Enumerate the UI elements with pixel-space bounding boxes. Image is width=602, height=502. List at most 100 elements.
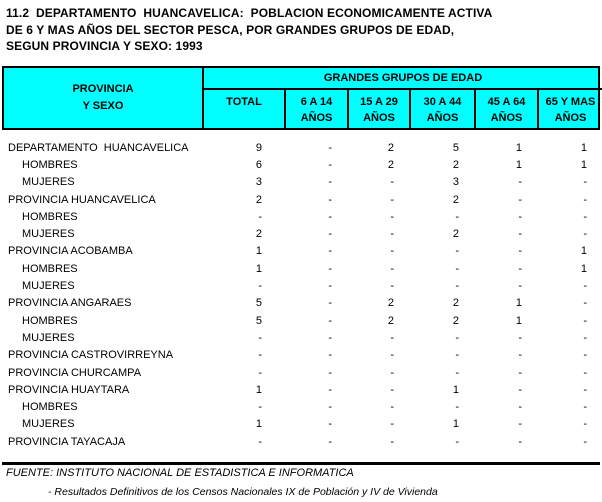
cell-15-29: -: [390, 401, 394, 414]
cell-6-14: -: [328, 331, 332, 344]
cell-6-14: -: [328, 228, 332, 241]
row-label: PROVINCIA CASTROVIRREYNA: [8, 349, 174, 362]
cell-15-29: -: [390, 435, 394, 448]
cell-45-64: -: [518, 193, 522, 206]
cell-6-14: -: [328, 210, 332, 223]
cell-30-44: -: [455, 262, 459, 275]
cell-30-44: 1: [452, 418, 459, 431]
cell-total: -: [258, 401, 262, 414]
source-line-1: FUENTE: INSTITUTO NACIONAL DE ESTADISTIC…: [6, 467, 354, 479]
statistics-table: PROVINCIA Y SEXO GRANDES GRUPOS DE EDAD …: [2, 66, 602, 466]
cell-total: -: [258, 349, 262, 362]
cell-65-mas: -: [583, 228, 587, 241]
cell-15-29: -: [390, 280, 394, 293]
table-row: PROVINCIA CASTROVIRREYNA - - - - - -: [2, 347, 600, 364]
cell-15-29: -: [390, 418, 394, 431]
cell-65-mas: -: [583, 349, 587, 362]
header-col-45-64: 45 A 64 AÑOS: [474, 90, 537, 128]
cell-total: 5: [255, 314, 262, 327]
table-header: PROVINCIA Y SEXO GRANDES GRUPOS DE EDAD …: [2, 66, 602, 130]
table-row: PROVINCIA HUANCAVELICA 2 - - 2 - -: [2, 191, 600, 208]
row-label: HOMBRES: [22, 158, 78, 171]
cell-6-14: -: [328, 297, 332, 310]
cell-15-29: 2: [387, 314, 394, 327]
cell-total: -: [258, 331, 262, 344]
row-label: HOMBRES: [22, 314, 78, 327]
cell-total: -: [258, 280, 262, 293]
cell-15-29: -: [390, 262, 394, 275]
row-label: HOMBRES: [22, 262, 78, 275]
cell-45-64: -: [518, 210, 522, 223]
table-row: MUJERES 2 - - 2 - -: [2, 225, 600, 242]
table-row: HOMBRES 6 - 2 2 1 1: [2, 156, 600, 173]
cell-6-14: -: [328, 141, 332, 154]
source-note: FUENTE: INSTITUTO NACIONAL DE ESTADISTIC…: [6, 467, 596, 498]
cell-30-44: 3: [452, 176, 459, 189]
title-line-3: SEGUN PROVINCIA Y SEXO: 1993: [6, 39, 203, 53]
cell-30-44: -: [455, 331, 459, 344]
cell-65-mas: -: [583, 383, 587, 396]
cell-45-64: 1: [515, 314, 522, 327]
cell-total: 1: [255, 262, 262, 275]
title-line-2: DE 6 Y MAS AÑOS DEL SECTOR PESCA, POR GR…: [6, 22, 455, 37]
cell-6-14: -: [328, 245, 332, 258]
row-label: PROVINCIA HUANCAVELICA: [8, 193, 156, 206]
table-row: PROVINCIA CHURCAMPA - - - - - -: [2, 364, 600, 381]
cell-6-14: -: [328, 418, 332, 431]
cell-45-64: 1: [515, 158, 522, 171]
cell-30-44: 5: [452, 141, 459, 154]
row-label: MUJERES: [22, 331, 75, 344]
cell-65-mas: 1: [580, 141, 587, 154]
table-row: PROVINCIA HUAYTARA 1 - - 1 - -: [2, 381, 600, 398]
row-label: PROVINCIA ACOBAMBA: [8, 245, 133, 258]
cell-total: 6: [255, 158, 262, 171]
cell-6-14: -: [328, 366, 332, 379]
cell-65-mas: 1: [580, 245, 587, 258]
cell-total: 1: [255, 383, 262, 396]
header-y-sexo: Y SEXO: [82, 100, 124, 112]
cell-45-64: -: [518, 280, 522, 293]
cell-6-14: -: [328, 401, 332, 414]
cell-65-mas: -: [583, 280, 587, 293]
cell-30-44: -: [455, 401, 459, 414]
cell-total: -: [258, 210, 262, 223]
cell-45-64: -: [518, 349, 522, 362]
table-row: DEPARTAMENTO HUANCAVELICA 9 - 2 5 1 1: [2, 139, 600, 156]
cell-15-29: -: [390, 210, 394, 223]
cell-total: 3: [255, 176, 262, 189]
cell-65-mas: -: [583, 210, 587, 223]
header-col-15-29: 15 A 29 AÑOS: [347, 90, 409, 128]
cell-total: 5: [255, 297, 262, 310]
table-row: HOMBRES - - - - - -: [2, 398, 600, 415]
header-group-grandes-grupos: GRANDES GRUPOS DE EDAD: [204, 68, 602, 90]
cell-15-29: -: [390, 383, 394, 396]
title-line-1: 11.2 DEPARTAMENTO HUANCAVELICA: POBLACIO…: [6, 6, 493, 20]
table-row: PROVINCIA TAYACAJA - - - - - -: [2, 433, 600, 450]
table-row: PROVINCIA ANGARAES 5 - 2 2 1 -: [2, 295, 600, 312]
cell-total: 2: [255, 228, 262, 241]
document-title: 11.2 DEPARTAMENTO HUANCAVELICA: POBLACIO…: [6, 5, 492, 55]
cell-45-64: 1: [515, 297, 522, 310]
header-col-65-mas: 65 Y MAS AÑOS: [537, 90, 602, 128]
table-row: MUJERES - - - - - -: [2, 329, 600, 346]
cell-65-mas: -: [583, 297, 587, 310]
row-label: MUJERES: [22, 228, 75, 241]
row-label: PROVINCIA TAYACAJA: [8, 435, 126, 448]
table-row: MUJERES 1 - - 1 - -: [2, 416, 600, 433]
header-provincia: PROVINCIA: [72, 83, 134, 95]
cell-30-44: -: [455, 366, 459, 379]
cell-45-64: -: [518, 366, 522, 379]
cell-30-44: -: [455, 435, 459, 448]
cell-45-64: -: [518, 262, 522, 275]
table-row: HOMBRES 5 - 2 2 1 -: [2, 312, 600, 329]
table-row: PROVINCIA ACOBAMBA 1 - - - - 1: [2, 243, 600, 260]
row-label: PROVINCIA HUAYTARA: [8, 383, 130, 396]
cell-6-14: -: [328, 349, 332, 362]
table-row: HOMBRES 1 - - - - 1: [2, 260, 600, 277]
cell-6-14: -: [328, 314, 332, 327]
cell-45-64: -: [518, 245, 522, 258]
cell-65-mas: -: [583, 401, 587, 414]
cell-15-29: -: [390, 331, 394, 344]
row-label: HOMBRES: [22, 401, 78, 414]
cell-45-64: -: [518, 331, 522, 344]
